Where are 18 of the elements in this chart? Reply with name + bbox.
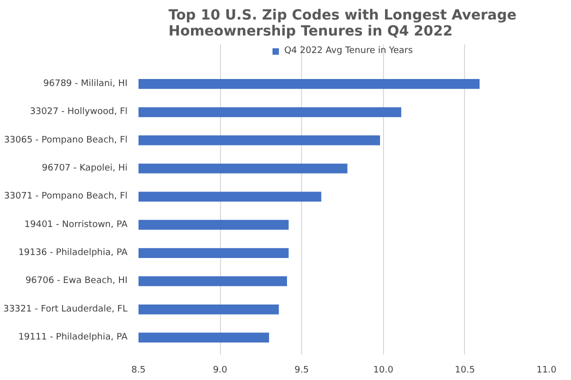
y-tick-label: 96707 - Kapolei, Hi bbox=[42, 164, 128, 174]
x-tick-label: 9.5 bbox=[294, 366, 309, 376]
y-tick-label: 33027 - Hollywood, Fl bbox=[30, 107, 128, 118]
legend-label: Q4 2022 Avg Tenure in Years bbox=[284, 46, 413, 56]
y-tick-label: 96706 - Ewa Beach, HI bbox=[25, 276, 128, 286]
y-tick-label: 19401 - Norristown, PA bbox=[24, 220, 128, 230]
y-tick-label: 33065 - Pompano Beach, Fl bbox=[4, 135, 128, 146]
y-tick-label: 33071 - Pompano Beach, Fl bbox=[4, 192, 128, 202]
x-tick-label: 11.0 bbox=[536, 366, 557, 376]
y-tick-label: 96789 - Mililani, HI bbox=[43, 78, 128, 89]
y-tick-label: 19111 - Philadelphia, PA bbox=[18, 332, 128, 343]
x-tick-label: 8.5 bbox=[131, 366, 146, 376]
x-tick-label: 10.0 bbox=[373, 366, 394, 376]
x-tick-label: 10.5 bbox=[454, 366, 475, 376]
y-tick-label: 19136 - Philadelphia, PA bbox=[18, 248, 128, 258]
chart-title: Top 10 U.S. Zip Codes with Longest Average Homeownership Tenures in Q4 2022 bbox=[168, 8, 516, 40]
y-tick-label: 33321 - Fort Lauderdale, FL bbox=[3, 304, 128, 314]
x-tick-label: 9.0 bbox=[212, 366, 228, 376]
